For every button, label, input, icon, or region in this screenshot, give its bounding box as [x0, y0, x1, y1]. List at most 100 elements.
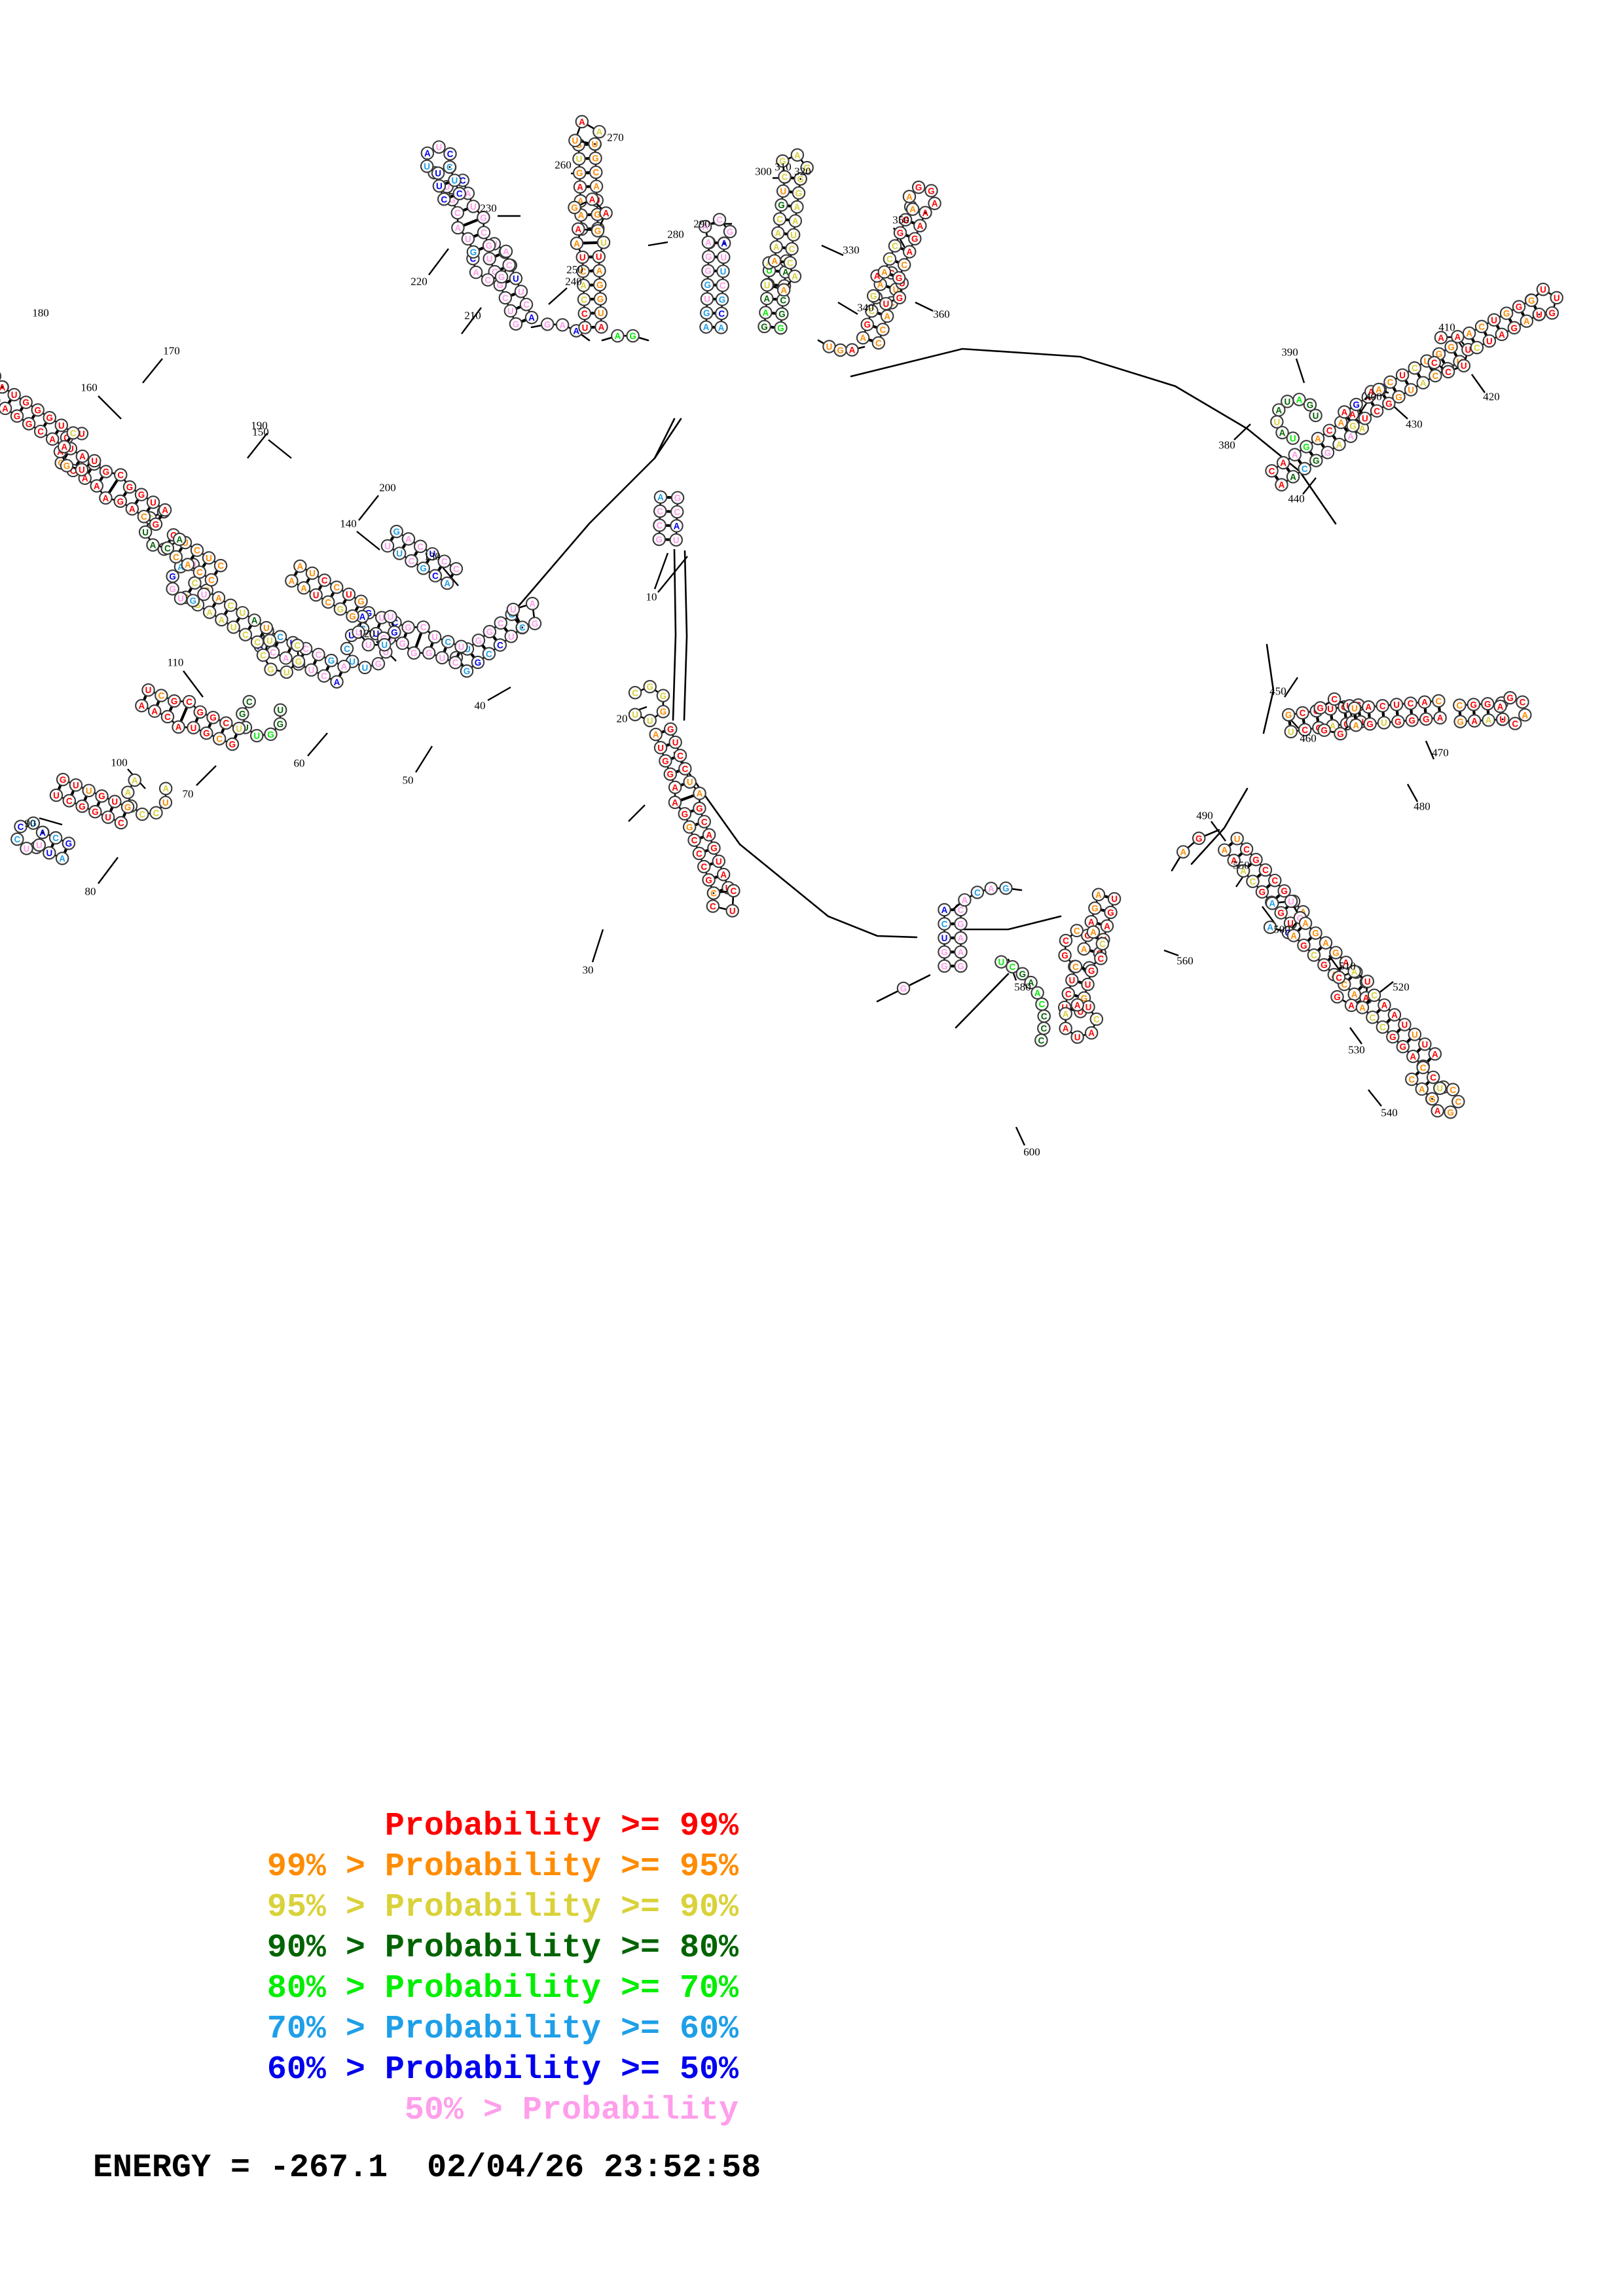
- nucleotide-circle: [101, 810, 115, 824]
- nucleotide-circle: [860, 317, 875, 331]
- nucleotide-letter: U: [1486, 336, 1493, 346]
- nucleotide-circle: [593, 292, 608, 306]
- nucleotide-letter: C: [217, 561, 224, 571]
- nucleotide-circle: [1441, 365, 1455, 379]
- nucleotide-letter: C: [1099, 939, 1106, 949]
- nucleotide-circle: [449, 562, 464, 576]
- nucleotide-circle: [1347, 965, 1361, 978]
- nucleotide-circle: [716, 264, 730, 278]
- nucleotide-letter: A: [598, 323, 605, 332]
- nucleotide-circle: [158, 503, 172, 517]
- nucleotide-letter: G: [1436, 350, 1443, 359]
- nucleotide-circle: [1286, 470, 1300, 484]
- nucleotide-letter: A: [1090, 927, 1097, 937]
- position-label-410: 410: [1438, 321, 1455, 334]
- nucleotide-circle: [45, 432, 60, 446]
- nucleotide-letter: A: [575, 224, 581, 234]
- nucleotide-letter: G: [1321, 960, 1328, 970]
- nucleotide-circle: [466, 245, 481, 259]
- nucleotide-letter: G: [475, 658, 482, 668]
- nucleotide-letter: C: [118, 818, 124, 828]
- nucleotide-circle: [26, 816, 41, 830]
- nucleotide-letter: G: [705, 252, 712, 262]
- nucleotide-circle: [1227, 853, 1241, 867]
- nucleotide-letter: A: [849, 346, 856, 355]
- nucleotide-circle: [1431, 1103, 1444, 1118]
- nucleotide-circle: [1107, 891, 1122, 906]
- nucleotide-circle: [984, 882, 998, 895]
- nucleotide-letter: G: [662, 757, 669, 766]
- nucleotide-letter: G: [405, 622, 412, 632]
- nucleotide-letter: C: [173, 552, 179, 562]
- nucleotide-circle: [461, 232, 475, 246]
- nucleotide-letter: G: [26, 419, 33, 429]
- nucleotide-circle: [1355, 1001, 1370, 1014]
- nucleotide-circle: [380, 539, 395, 553]
- nucleotide-letter: G: [704, 266, 712, 276]
- nucleotide-circle: [499, 244, 513, 259]
- nucleotide-circle: [160, 541, 175, 555]
- nucleotide-circle: [1433, 711, 1447, 725]
- nucleotide-letter: G: [1395, 717, 1402, 726]
- nucleotide-circle: [454, 639, 468, 654]
- position-label-220: 220: [410, 276, 428, 288]
- position-label-540: 540: [1381, 1107, 1398, 1119]
- nucleotide-circle: [1339, 956, 1353, 969]
- nucleotide-circle: [413, 539, 428, 554]
- nucleotide-circle: [592, 249, 606, 264]
- nucleotide-letter: A: [1275, 405, 1282, 415]
- nucleotide-letter: U: [513, 274, 519, 283]
- nucleotide-letter: A: [341, 662, 348, 672]
- nucleotide-letter: G: [1528, 296, 1535, 306]
- nucleotide-letter: A: [1290, 931, 1297, 941]
- nucleotide-letter: C: [196, 567, 203, 577]
- nucleotide-letter: C: [720, 281, 726, 291]
- nucleotide-letter: C: [718, 309, 725, 319]
- nucleotide-circle: [776, 283, 791, 297]
- nucleotide-letter: C: [674, 507, 680, 517]
- nucleotide-letter: C: [1341, 980, 1347, 990]
- nucleotide-letter: G: [1312, 929, 1319, 939]
- nucleotide-letter: G: [103, 467, 110, 477]
- nucleotide-circle: [337, 659, 351, 673]
- nucleotide-letter: U: [396, 548, 403, 558]
- nucleotide-letter: U: [1423, 356, 1430, 366]
- nucleotide-letter: A: [94, 481, 100, 491]
- nucleotide-letter: C: [37, 427, 44, 437]
- nucleotide-letter: A: [215, 593, 222, 603]
- position-label-460: 460: [1300, 732, 1317, 745]
- nucleotide-letter: A: [706, 831, 712, 840]
- nucleotide-letter: G: [1334, 992, 1341, 1002]
- nucleotide-letter: G: [357, 597, 365, 607]
- nucleotide-circle: [1070, 1030, 1084, 1044]
- nucleotide-letter: U: [431, 632, 438, 642]
- nucleotide-circle: [90, 479, 104, 493]
- nucleotide-circle: [682, 820, 697, 834]
- nucleotide-letter: C: [1408, 699, 1414, 709]
- nucleotide-letter: C: [1084, 931, 1091, 941]
- nucleotide-letter: A: [61, 442, 67, 452]
- nucleotide-circle: [1309, 926, 1322, 940]
- nucleotide-letter: U: [230, 622, 237, 632]
- nucleotide-circle: [20, 842, 33, 855]
- nucleotide-letter: C: [1041, 1012, 1048, 1022]
- nucleotide-letter: C: [409, 556, 415, 566]
- nucleotide-letter: A: [672, 783, 678, 793]
- nucleotide-letter: A: [1063, 1024, 1069, 1033]
- nucleotide-circle: [568, 134, 582, 147]
- nucleotide-letter: C: [1326, 426, 1333, 436]
- nucleotide-circle: [888, 239, 902, 253]
- nucleotide-letter: C: [447, 149, 454, 159]
- nucleotide-letter: U: [86, 786, 92, 796]
- nucleotide-circle: [913, 219, 927, 233]
- nucleotide-circle: [1276, 456, 1290, 470]
- nucleotide-circle: [653, 490, 668, 504]
- nucleotide-letter: C: [1243, 844, 1250, 854]
- nucleotide-letter: U: [373, 629, 379, 639]
- nucleotide-circle: [1377, 998, 1391, 1012]
- nucleotide-circle: [678, 762, 692, 776]
- nucleotide-letter: U: [191, 723, 197, 733]
- rna-secondary-structure-plot: AGCCCAGUAGUUGCGCAUAAGGGCCACGCUGAAUCCUCCG…: [0, 115, 1563, 1158]
- nucleotide-letter: A: [653, 730, 659, 740]
- nucleotide-circle: [212, 732, 227, 745]
